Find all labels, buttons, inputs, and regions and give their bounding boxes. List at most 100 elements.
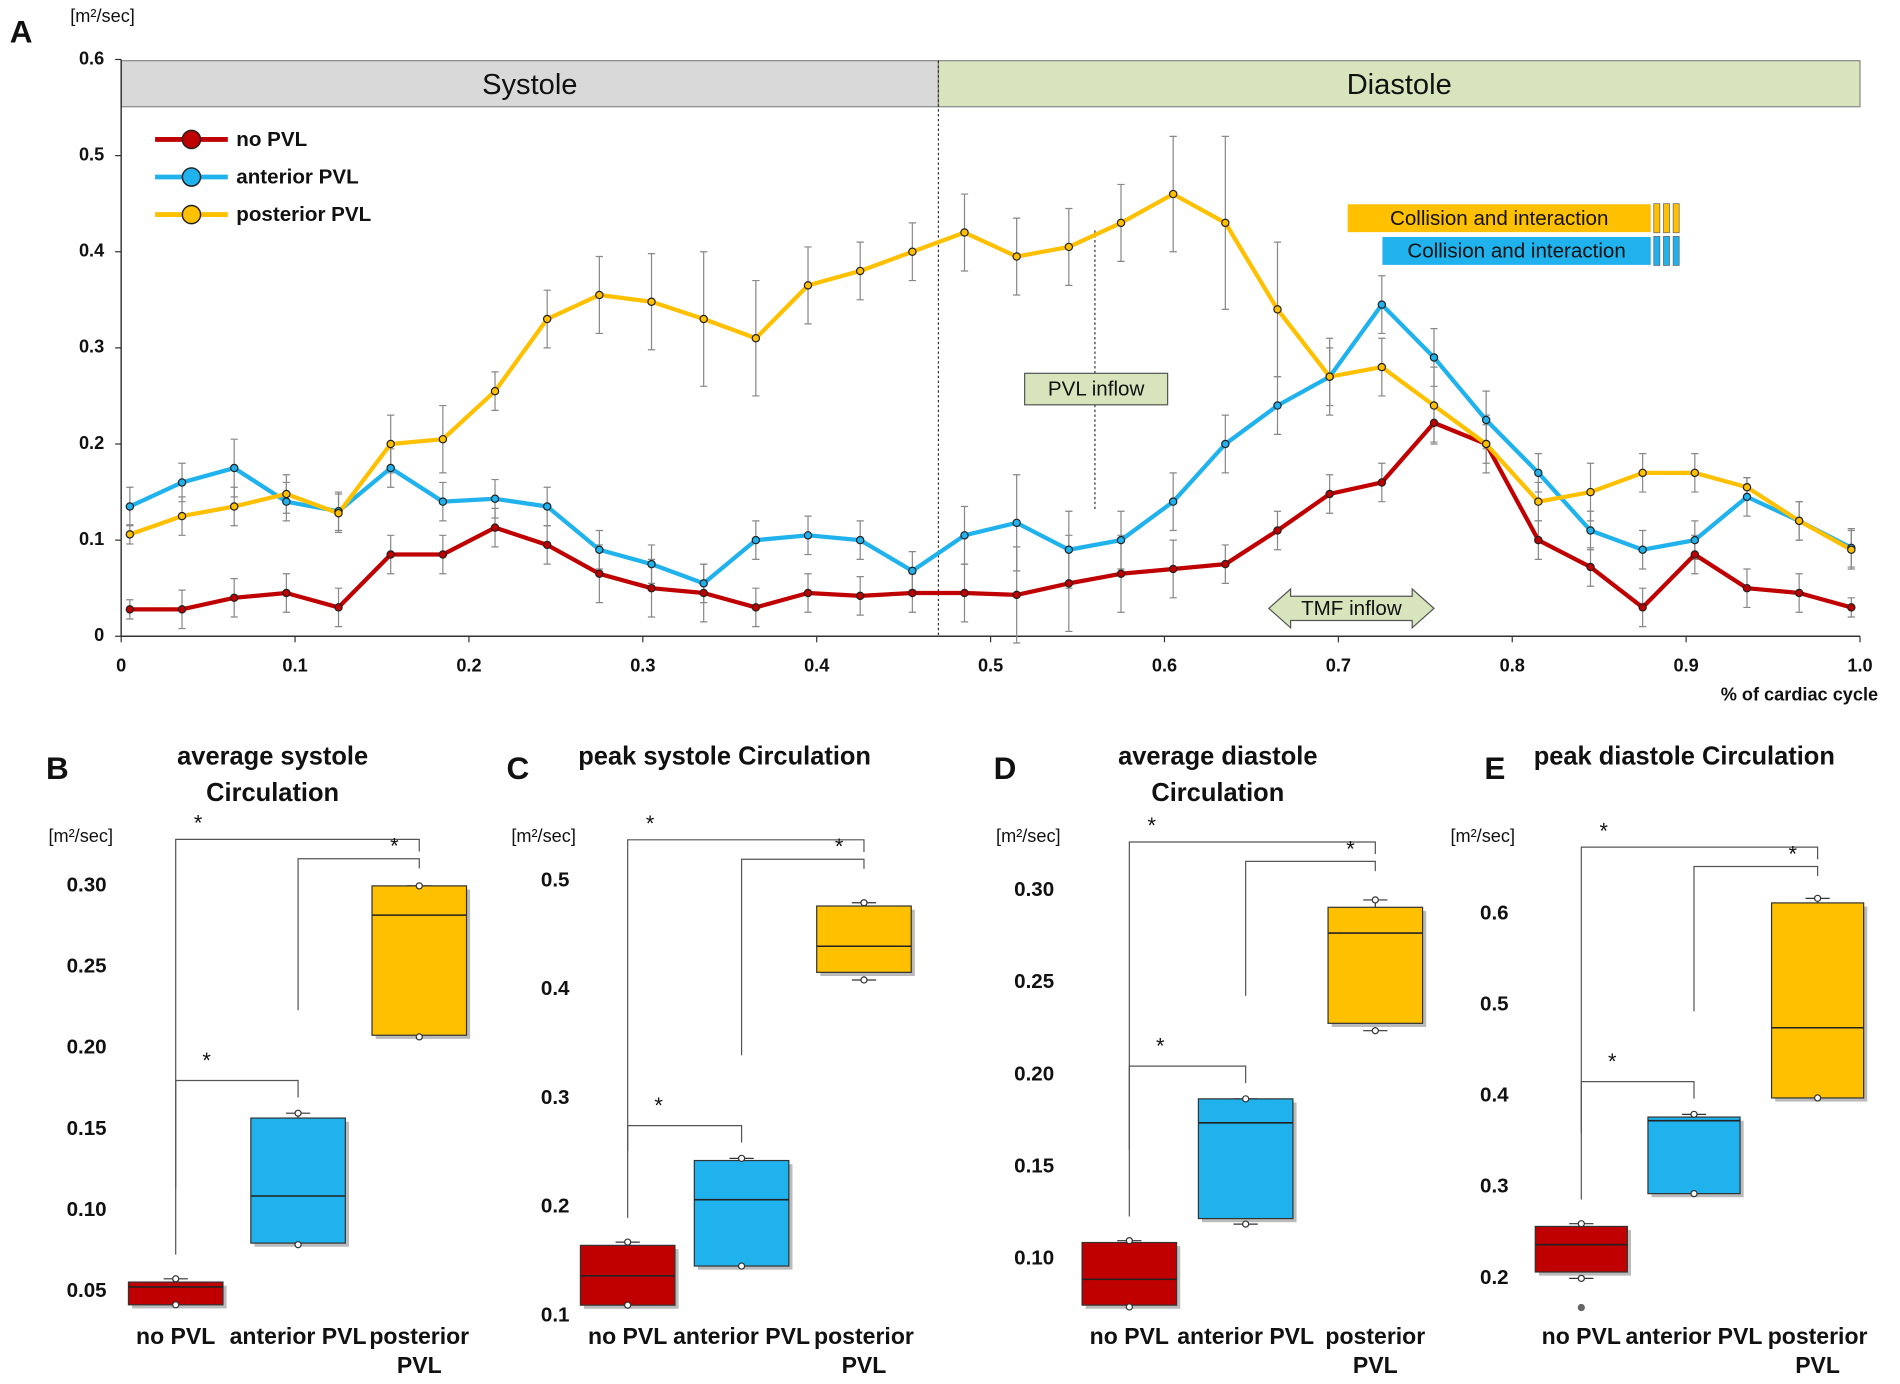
- data-point: [125, 605, 135, 614]
- data-point: [1847, 603, 1856, 612]
- x-tick-label-box: posterior PVL: [1325, 1324, 1426, 1380]
- data-point: [1064, 242, 1074, 252]
- data-point: [1116, 218, 1126, 228]
- y-tick-label: 0.2: [1480, 1266, 1509, 1289]
- panel-title: peak systole Circulation: [578, 742, 871, 771]
- data-point: [1325, 489, 1334, 499]
- significance-bracket: [627, 839, 865, 1152]
- y-tick-label: 0.05: [67, 1279, 107, 1302]
- data-point: [1168, 189, 1178, 199]
- significance-star: *: [1148, 813, 1157, 838]
- min-point: [1813, 1094, 1822, 1102]
- x-tick-label: posterior PVL: [369, 1324, 470, 1380]
- x-tick-label-box: no PVL: [1089, 1324, 1169, 1350]
- box: [1770, 902, 1865, 1099]
- data-point: [1377, 478, 1387, 487]
- collision-tick: [1653, 203, 1661, 234]
- box: [1197, 1098, 1294, 1220]
- max-point: [1242, 1095, 1250, 1103]
- y-tick-label: 0.4: [79, 241, 104, 261]
- significance-star: *: [646, 811, 655, 836]
- data-point: [542, 540, 552, 550]
- data-point: [229, 463, 239, 473]
- x-axis-label: % of cardiac cycle: [1721, 684, 1878, 704]
- outlier: [1577, 1303, 1585, 1312]
- data-point: [282, 588, 291, 598]
- data-point: [438, 550, 448, 559]
- data-point: [490, 494, 500, 504]
- data-point: [1534, 535, 1543, 545]
- data-point: [647, 583, 656, 593]
- collision-bar: [1381, 235, 1652, 267]
- data-point: [1534, 468, 1543, 478]
- data-point: [1742, 492, 1752, 502]
- x-tick-label: posterior PVL: [1325, 1324, 1426, 1380]
- min-point: [624, 1301, 632, 1309]
- data-point: [1221, 439, 1230, 449]
- data-point: [438, 434, 448, 444]
- significance-star: *: [202, 1048, 211, 1073]
- data-point: [1690, 535, 1700, 545]
- legend-label: posterior PVL: [236, 203, 371, 226]
- data-point: [1586, 562, 1595, 572]
- legend-label: no PVL: [236, 128, 307, 151]
- data-point: [960, 588, 969, 598]
- data-point: [803, 281, 813, 290]
- x-tick-label: 1.0: [1847, 655, 1872, 675]
- collision-tick: [1663, 203, 1670, 234]
- data-point: [960, 531, 969, 540]
- data-point: [1481, 415, 1491, 425]
- x-tick-label-box: anterior PVL: [1177, 1325, 1314, 1350]
- panel-label: E: [1484, 750, 1505, 786]
- min-point: [860, 976, 868, 984]
- min-point: [1690, 1189, 1698, 1198]
- x-tick-label: posterior PVL: [814, 1324, 914, 1380]
- data-point: [855, 535, 865, 545]
- y-axis-label: [m²/sec]: [511, 826, 576, 846]
- data-point: [490, 386, 500, 396]
- data-point: [1794, 588, 1804, 598]
- collision-tick: [1672, 203, 1680, 234]
- data-point: [1429, 401, 1439, 410]
- data-point: [1638, 468, 1647, 478]
- data-point: [1325, 372, 1334, 381]
- data-point: [1064, 545, 1074, 554]
- x-tick-label: no PVL: [1089, 1324, 1169, 1350]
- y-tick-label: 0.10: [1014, 1247, 1054, 1270]
- y-tick-label: 0.20: [67, 1036, 107, 1059]
- y-tick-label: 0.3: [79, 337, 104, 357]
- significance-star: *: [194, 811, 203, 836]
- data-point: [699, 314, 708, 324]
- significance-star: *: [1346, 836, 1355, 861]
- data-point: [125, 530, 135, 539]
- x-tick-label: 0.4: [804, 655, 829, 675]
- min-point: [737, 1262, 746, 1270]
- y-tick-label: 0.10: [67, 1198, 107, 1221]
- data-point: [908, 566, 917, 576]
- max-point: [1813, 894, 1822, 902]
- data-point: [282, 497, 291, 506]
- box: [693, 1159, 790, 1267]
- x-tick-label: 0: [116, 655, 126, 675]
- data-point: [1116, 535, 1126, 545]
- max-point: [624, 1238, 632, 1246]
- data-point: [1690, 550, 1700, 559]
- significance-bracket: [740, 858, 865, 1056]
- panel-title-box: peak diastole Circulation: [1534, 743, 1835, 771]
- min-point: [415, 1033, 423, 1041]
- significance-bracket: [1580, 1081, 1695, 1200]
- x-tick-label: 0.5: [978, 655, 1003, 675]
- data-point: [1012, 252, 1021, 261]
- data-point: [229, 593, 239, 603]
- data-point: [386, 463, 395, 473]
- max-point: [415, 882, 423, 890]
- y-tick-label: 0.2: [541, 1195, 570, 1218]
- data-point: [542, 502, 552, 511]
- data-point: [1429, 418, 1439, 428]
- significance-star: *: [1599, 818, 1608, 843]
- min-point: [1125, 1303, 1133, 1311]
- data-point: [855, 591, 865, 601]
- min-point: [1371, 1027, 1379, 1035]
- significance-star: *: [835, 834, 844, 859]
- data-point: [908, 588, 917, 598]
